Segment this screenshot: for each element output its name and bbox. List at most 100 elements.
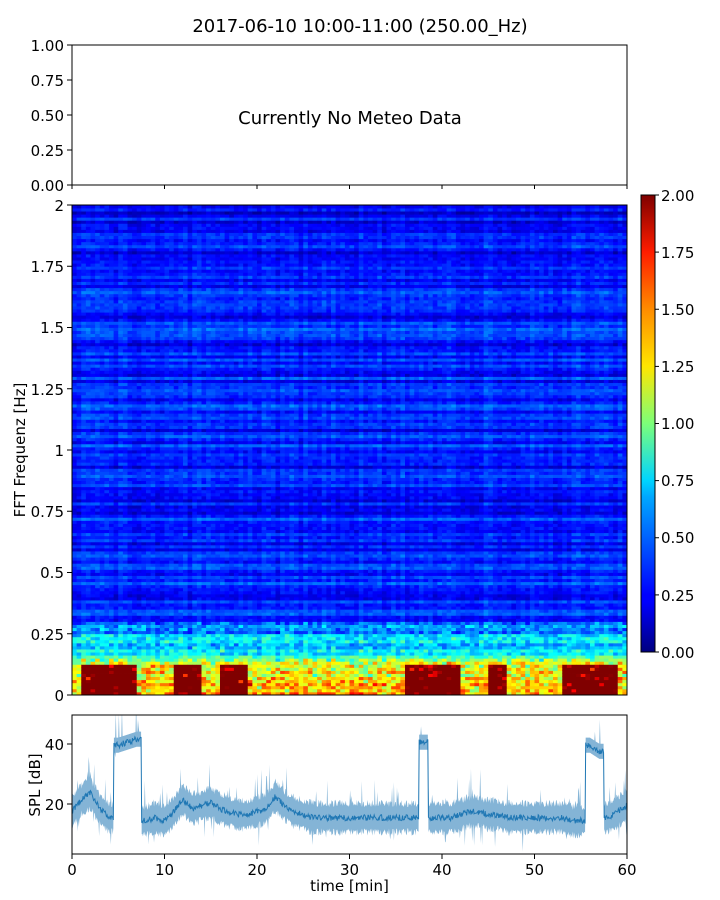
heatmap-cell [91, 205, 96, 208]
heatmap-cell [137, 401, 142, 404]
heatmap-cell [141, 318, 146, 321]
heatmap-cell [141, 573, 146, 576]
heatmap-cell [123, 683, 128, 686]
heatmap-cell [72, 542, 77, 545]
heatmap-cell [202, 677, 207, 680]
heatmap-cell [132, 269, 137, 272]
heatmap-cell [183, 609, 188, 612]
heatmap-cell [192, 410, 197, 413]
heatmap-cell [146, 533, 151, 536]
heatmap-cell [211, 230, 216, 233]
heatmap-cell [123, 530, 128, 533]
heatmap-cell [100, 441, 105, 444]
heatmap-cell [91, 236, 96, 239]
heatmap-cell [141, 266, 146, 269]
heatmap-cell [151, 560, 156, 563]
heatmap-cell [128, 269, 133, 272]
heatmap-cell [86, 566, 91, 569]
heatmap-cell [104, 438, 109, 441]
heatmap-cell [146, 272, 151, 275]
heatmap-cell [72, 689, 77, 692]
heatmap-cell [91, 438, 96, 441]
heatmap-cell [197, 625, 202, 628]
heatmap-cell [137, 370, 142, 373]
heatmap-cell [95, 282, 100, 285]
heatmap-cell [206, 395, 211, 398]
heatmap-cell [211, 426, 216, 429]
heatmap-cell [197, 591, 202, 594]
heatmap-cell [132, 563, 137, 566]
heatmap-cell [100, 530, 105, 533]
heatmap-cell [104, 625, 109, 628]
heatmap-cell [197, 447, 202, 450]
heatmap-cell [114, 487, 119, 490]
heatmap-cell [100, 435, 105, 438]
heatmap-cell [146, 640, 151, 643]
heatmap-cell [132, 370, 137, 373]
heatmap-cell [109, 309, 114, 312]
heatmap-cell [132, 514, 137, 517]
heatmap-cell [118, 560, 123, 563]
heatmap-cell [109, 478, 114, 481]
heatmap-cell [165, 432, 170, 435]
heatmap-cell [174, 407, 179, 410]
heatmap-cell [95, 242, 100, 245]
heatmap-cell [123, 245, 128, 248]
heatmap-cell [81, 677, 86, 680]
heatmap-cell [174, 279, 179, 282]
heatmap-cell [137, 551, 142, 554]
heatmap-cell [192, 370, 197, 373]
heatmap-cell [123, 370, 128, 373]
heatmap-cell [109, 260, 114, 263]
heatmap-cell [123, 279, 128, 282]
heatmap-cell [100, 563, 105, 566]
heatmap-cell [202, 551, 207, 554]
heatmap-cell [118, 282, 123, 285]
heatmap-cell [192, 511, 197, 514]
heatmap-cell [95, 517, 100, 520]
heatmap-cell [155, 585, 160, 588]
heatmap-cell [114, 349, 119, 352]
heatmap-cell [192, 435, 197, 438]
heatmap-cell [174, 594, 179, 597]
heatmap-cell [123, 343, 128, 346]
heatmap-cell [86, 242, 91, 245]
heatmap-cell [123, 667, 128, 670]
heatmap-cell [160, 242, 165, 245]
heatmap-cell [114, 364, 119, 367]
heatmap-cell [81, 548, 86, 551]
heatmap-cell [123, 554, 128, 557]
heatmap-cell [211, 508, 216, 511]
heatmap-cell [77, 303, 82, 306]
heatmap-cell [151, 223, 156, 226]
heatmap-cell [151, 606, 156, 609]
heatmap-cell [146, 364, 151, 367]
heatmap-cell [192, 658, 197, 661]
heatmap-cell [197, 530, 202, 533]
heatmap-cell [141, 658, 146, 661]
heatmap-cell [132, 386, 137, 389]
heatmap-cell [197, 401, 202, 404]
heatmap-cell [197, 490, 202, 493]
heatmap-cell [72, 392, 77, 395]
heatmap-cell [72, 579, 77, 582]
heatmap-cell [183, 634, 188, 637]
heatmap-cell [146, 585, 151, 588]
heatmap-cell [202, 260, 207, 263]
heatmap-cell [118, 343, 123, 346]
heatmap-cell [192, 334, 197, 337]
heatmap-cell [160, 285, 165, 288]
heatmap-cell [151, 275, 156, 278]
heatmap-cell [118, 671, 123, 674]
heatmap-cell [86, 517, 91, 520]
heatmap-cell [165, 279, 170, 282]
heatmap-cell [95, 536, 100, 539]
heatmap-cell [192, 664, 197, 667]
heatmap-cell [86, 306, 91, 309]
heatmap-cell [197, 618, 202, 621]
heatmap-cell [100, 557, 105, 560]
heatmap-cell [95, 260, 100, 263]
heatmap-cell [160, 279, 165, 282]
heatmap-cell [211, 450, 216, 453]
heatmap-cell [178, 419, 183, 422]
